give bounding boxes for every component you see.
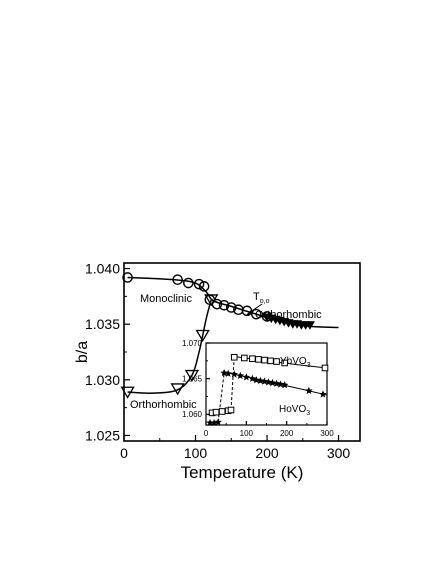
- inset-series-subscript-hovo3: 3: [306, 410, 310, 417]
- annotation-transition-subscript: o,o: [260, 298, 270, 305]
- inset-open-square-point: [241, 354, 248, 362]
- main-open-circle-point: [193, 278, 205, 290]
- inset-filled-star-point: [252, 376, 261, 384]
- main-x-tick-label: 300: [327, 445, 351, 461]
- inset-x-tick-label: 100: [240, 429, 254, 438]
- inset-y-tick-label: 1.060: [182, 410, 203, 419]
- inset-filled-star-point: [280, 381, 289, 389]
- inset-jump-line: [230, 357, 235, 411]
- inset-jump-line: [217, 372, 225, 423]
- transition-arrow: [246, 303, 263, 315]
- y-axis-label: b/a: [74, 341, 91, 363]
- x-axis-label: Temperature (K): [181, 463, 304, 482]
- main-x-tick-label: 100: [184, 445, 208, 461]
- main-y-tick-label: 1.030: [85, 372, 120, 388]
- inset-open-square-point: [212, 408, 220, 416]
- main-open-circle-point: [198, 281, 210, 292]
- inset-filled-star-point: [236, 371, 245, 380]
- inset-filled-star-point: [230, 370, 239, 378]
- inset-ticks: 0 100 200 300 1.060 1.065 1.070: [182, 339, 334, 438]
- inset-open-square-point: [261, 356, 268, 364]
- main-open-triangle-down-point: [170, 383, 185, 396]
- inset-filled-star-point: [272, 379, 281, 387]
- inset-x-tick-label: 300: [320, 429, 334, 438]
- inset-open-square-point: [273, 358, 280, 365]
- annotation-orthorhombic-high: Orthorhombic: [255, 309, 322, 321]
- annotation-orthorhombic-low: Orthorhombic: [130, 399, 197, 411]
- inset-filled-star-point: [276, 380, 285, 388]
- annotation-monoclinic: Monoclinic: [140, 293, 192, 305]
- main-y-tick-label: 1.035: [85, 316, 120, 332]
- annotation-transition: To,o: [253, 291, 270, 305]
- main-x-tick-label: 200: [255, 445, 279, 461]
- main-fit-curve: [127, 299, 212, 394]
- inset-jump-lines: [217, 357, 235, 423]
- inset-open-square-point: [227, 406, 235, 414]
- inset-filled-star-point: [264, 378, 273, 386]
- inset-series-name-hovo3: HoVO: [279, 404, 306, 415]
- inset-filled-star-point: [224, 369, 232, 377]
- inset-filled-star-point: [220, 368, 228, 377]
- main-open-triangle-down-point: [120, 386, 135, 399]
- inset-filled-star-point: [214, 418, 222, 426]
- main-open-triangle-down-point: [195, 329, 210, 342]
- inset-filled-star-point: [210, 418, 218, 427]
- inset-filled-star-point: [242, 373, 251, 381]
- inset-filled-star-point: [206, 418, 214, 427]
- main-open-triangle-down-point: [204, 294, 219, 307]
- inset-data-marks: [206, 353, 329, 427]
- inset-series-subscript-ybvo3: 3: [307, 362, 311, 369]
- main-filled-triangle-down-point: [304, 321, 315, 330]
- inset-series-label-ybvo3: YbVO3: [280, 356, 311, 369]
- inset-open-square-point: [218, 408, 226, 415]
- main-open-circle-point: [183, 277, 194, 289]
- inset-x-tick-label: 200: [280, 429, 294, 438]
- main-open-triangle-down-point: [184, 369, 200, 383]
- main-y-tick-label: 1.025: [85, 427, 120, 443]
- main-y-tick-label: 1.040: [85, 261, 120, 277]
- inset-filled-star-point: [268, 378, 277, 387]
- inset-open-square-point: [281, 359, 288, 367]
- inset-fit-curve: [234, 356, 328, 369]
- inset-open-square-point: [321, 364, 329, 372]
- main-open-circle-point: [172, 274, 183, 285]
- inset-filled-star-point: [256, 376, 265, 385]
- main-open-circle-point: [218, 299, 230, 311]
- inset-open-square-point: [255, 356, 262, 363]
- inset-filled-star-point: [319, 390, 327, 398]
- inset-open-square-point: [267, 357, 274, 365]
- main-data-marks: [120, 272, 315, 399]
- main-x-tick-label: 0: [120, 445, 128, 461]
- main-open-circle-point: [225, 302, 237, 313]
- inset-filled-star-point: [305, 386, 313, 395]
- inset-y-tick-label: 1.065: [182, 375, 203, 384]
- inset-series-name-ybvo3: YbVO: [280, 356, 307, 367]
- inset-x-tick-label: 0: [204, 429, 209, 438]
- inset-open-square-point: [230, 353, 238, 361]
- annotation-transition-symbol: T: [253, 291, 260, 303]
- main-open-circle-point: [122, 272, 133, 283]
- inset-series-label-hovo3: HoVO3: [279, 404, 310, 417]
- inset-y-tick-label: 1.070: [182, 339, 203, 348]
- inset-open-square-point: [249, 355, 256, 362]
- inset-filled-star-point: [260, 377, 269, 385]
